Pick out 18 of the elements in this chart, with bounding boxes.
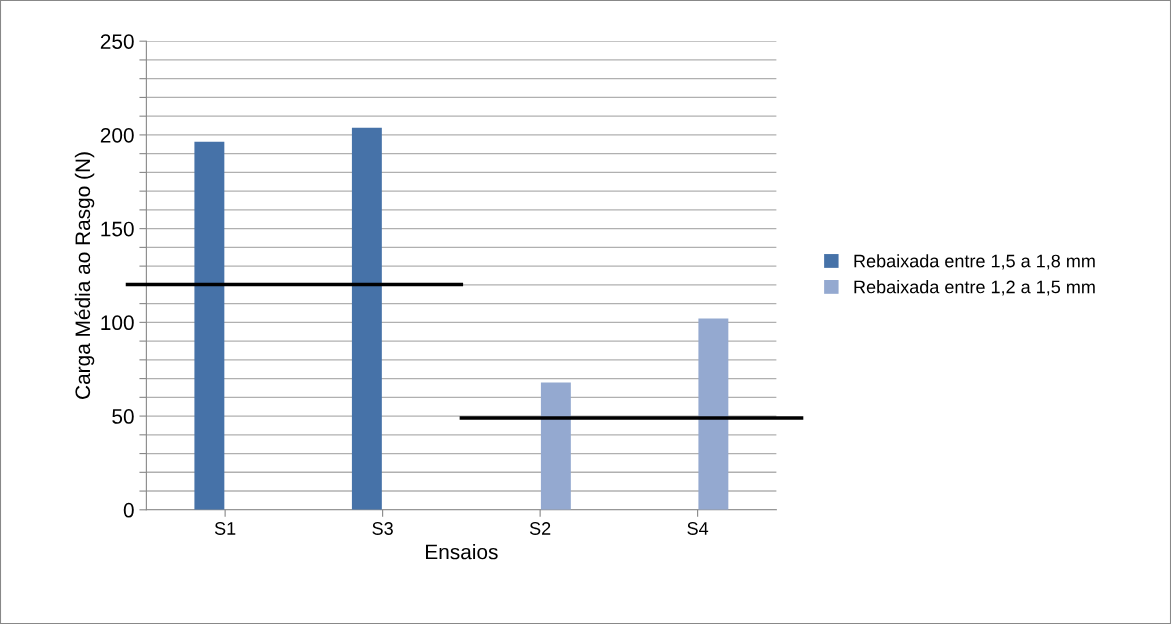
bar (540, 382, 571, 510)
bar (698, 318, 729, 510)
y-axis-title: Carga Média ao Rasgo (N) (74, 152, 95, 399)
x-tick-label: S2 (529, 522, 551, 535)
x-tick-label: S1 (214, 522, 236, 535)
y-tick-label: 250 (100, 34, 134, 49)
bar (194, 141, 225, 510)
legend-label: Rebaixada entre 1,2 a 1,5 mm (854, 280, 1095, 296)
y-tick-label: 100 (101, 315, 134, 331)
y-tick-label: 50 (112, 409, 134, 424)
y-tick-label: 0 (123, 502, 134, 518)
x-axis-title: Ensaios (426, 544, 498, 560)
y-tick-label: 150 (101, 221, 134, 237)
legend-label: Rebaixada entre 1,5 a 1,8 mm (854, 254, 1095, 270)
bar (351, 127, 382, 510)
y-tick-label: 200 (100, 127, 134, 143)
x-tick-label: S4 (687, 522, 709, 535)
x-tick-label: S3 (372, 522, 393, 535)
